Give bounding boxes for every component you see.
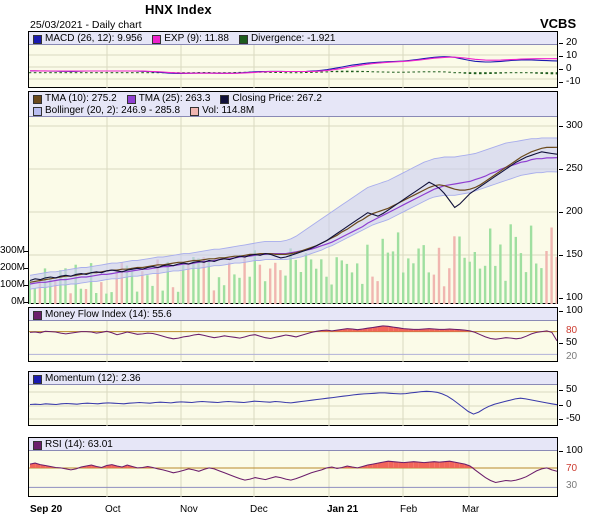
momentum-plot	[29, 385, 557, 426]
rsi-color-swatch	[33, 440, 42, 450]
legend-item-momentum[interactable]: Momentum (12): 2.36	[33, 374, 141, 384]
price-plot	[29, 117, 557, 304]
legend-item-mfi[interactable]: Money Flow Index (14): 55.6	[33, 310, 172, 320]
macd-legend: MACD (26, 12): 9.956 EXP (9): 11.88 Dive…	[29, 32, 557, 45]
legend-item-closing-price[interactable]: Closing Price: 267.2	[220, 94, 322, 104]
volume-ytick-0m: 0M	[11, 296, 25, 307]
price-ytick-200: 200	[566, 206, 583, 217]
legend-label: TMA (10): 275.2	[45, 93, 117, 104]
macd-svg	[29, 45, 557, 88]
rsi-plot	[29, 451, 557, 497]
price-legend: TMA (10): 275.2 TMA (25): 263.3 Closing …	[29, 92, 557, 117]
legend-label: Momentum (12): 2.36	[45, 373, 141, 384]
price-ytick-150: 150	[566, 249, 583, 260]
x-tick-feb: Feb	[400, 504, 418, 515]
bollinger-color-swatch	[33, 106, 42, 116]
legend-item-divergence[interactable]: Divergence: -1.921	[238, 33, 336, 44]
momentum-svg	[29, 385, 557, 426]
tma25-color-swatch	[126, 94, 136, 104]
legend-label: TMA (25): 263.3	[138, 93, 211, 104]
macd-ytick-0: 0	[566, 63, 572, 74]
momentum-ytick-50: 50	[566, 384, 578, 395]
price-ytick-250: 250	[566, 163, 583, 174]
mfi-svg	[29, 321, 557, 362]
x-tick-sep-20: Sep 20	[30, 504, 63, 515]
price-panel: TMA (10): 275.2 TMA (25): 263.3 Closing …	[28, 91, 558, 304]
price-svg	[29, 117, 557, 304]
brand-label: VCBS	[540, 16, 577, 31]
x-tick-oct: Oct	[105, 504, 121, 515]
macd-ytick-20: 20	[566, 37, 578, 48]
legend-label: Divergence: -1.921	[250, 33, 336, 44]
legend-item-exp[interactable]: EXP (9): 11.88	[152, 34, 229, 44]
price-ytick-300: 300	[566, 120, 583, 131]
mfi-ytick-100: 100	[566, 305, 583, 316]
volume-ytick-300m: 300M	[0, 245, 26, 256]
momentum-ytick-neg50: -50	[566, 413, 581, 424]
legend-item-macd[interactable]: MACD (26, 12): 9.956	[33, 34, 142, 44]
exp-color-swatch	[152, 34, 162, 44]
legend-label: RSI (14): 63.01	[45, 439, 113, 450]
price-ytick-100: 100	[566, 292, 583, 303]
momentum-panel: Momentum (12): 2.36	[28, 371, 558, 426]
legend-item-tma25[interactable]: TMA (25): 263.3	[126, 93, 211, 104]
volume-ytick-100m: 100M	[0, 279, 26, 290]
tma10-color-swatch	[33, 94, 42, 104]
rsi-ytick-30: 30	[566, 480, 578, 491]
legend-item-volume[interactable]: Vol: 114.8M	[190, 106, 254, 116]
mfi-panel: Money Flow Index (14): 55.6	[28, 307, 558, 362]
legend-item-bollinger[interactable]: Bollinger (20, 2): 246.9 - 285.8	[33, 106, 180, 116]
rsi-svg	[29, 451, 557, 497]
mfi-color-swatch	[33, 310, 42, 320]
x-tick-mar: Mar	[462, 504, 480, 515]
mfi-ytick-50: 50	[566, 337, 578, 348]
rsi-legend: RSI (14): 63.01	[29, 438, 557, 451]
closing-price-color-swatch	[220, 94, 230, 104]
divergence-color-swatch	[238, 34, 248, 44]
macd-color-swatch	[33, 34, 42, 44]
mfi-plot	[29, 321, 557, 362]
legend-label: Money Flow Index (14): 55.6	[45, 309, 172, 320]
rsi-ytick-100: 100	[566, 445, 583, 456]
momentum-legend: Momentum (12): 2.36	[29, 372, 557, 385]
legend-label: MACD (26, 12): 9.956	[45, 33, 143, 44]
macd-ytick-10: 10	[566, 50, 578, 61]
chart-subtitle: 25/03/2021 - Daily chart	[30, 19, 142, 31]
legend-item-tma10[interactable]: TMA (10): 275.2	[33, 94, 117, 104]
rsi-panel: RSI (14): 63.01	[28, 437, 558, 497]
legend-label: Bollinger (20, 2): 246.9 - 285.8	[45, 105, 181, 116]
volume-ytick-200m: 200M	[0, 262, 26, 273]
rsi-ytick-70: 70	[566, 463, 578, 474]
legend-label: EXP (9): 11.88	[164, 33, 229, 44]
page-title: HNX Index	[145, 2, 212, 17]
legend-item-rsi[interactable]: RSI (14): 63.01	[33, 440, 113, 450]
x-tick-dec: Dec	[250, 504, 268, 515]
mfi-legend: Money Flow Index (14): 55.6	[29, 308, 557, 321]
mfi-ytick-20: 20	[566, 351, 578, 362]
momentum-ytick-0: 0	[566, 399, 572, 410]
macd-ytick-neg10: -10	[566, 76, 581, 87]
legend-label: Closing Price: 267.2	[232, 93, 322, 104]
legend-label: Vol: 114.8M	[202, 105, 255, 116]
x-tick-jan-21: Jan 21	[327, 504, 359, 515]
momentum-color-swatch	[33, 374, 42, 384]
macd-panel: MACD (26, 12): 9.956 EXP (9): 11.88 Dive…	[28, 31, 558, 88]
mfi-ytick-80: 80	[566, 325, 578, 336]
x-tick-nov: Nov	[180, 504, 198, 515]
macd-plot	[29, 45, 557, 88]
volume-color-swatch	[190, 106, 200, 116]
